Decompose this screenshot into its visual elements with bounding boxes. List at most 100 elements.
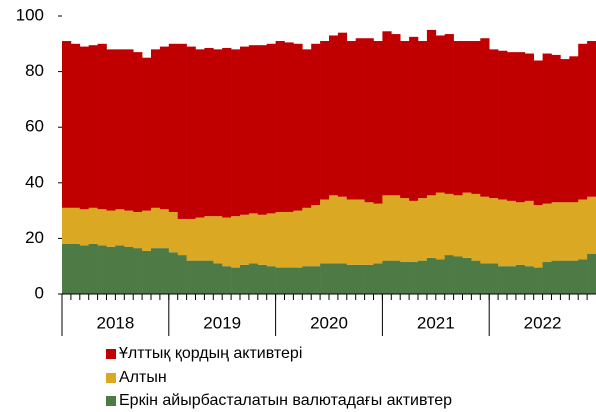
legend-swatch (106, 373, 116, 383)
bar-segment (133, 211, 143, 249)
bar-segment (418, 198, 428, 261)
bar-segment (106, 246, 116, 294)
bar-segment (355, 199, 365, 265)
legend-label: Ұлттық қордың активтері (119, 345, 302, 362)
bar-segment (489, 49, 499, 199)
bar-segment (391, 34, 401, 196)
bar-segment (142, 210, 152, 251)
bar-segment (142, 250, 152, 294)
bar-segment (373, 41, 383, 204)
bar-segment (195, 217, 205, 261)
bar-segment (569, 56, 579, 203)
bar-segment (524, 53, 534, 201)
bar-segment (453, 41, 463, 196)
bar-segment (364, 38, 374, 203)
y-tick-label: 40 (25, 172, 44, 191)
bar-segment (204, 47, 214, 217)
bar-segment (177, 218, 187, 256)
bar-segment (240, 214, 250, 265)
bar-segment (471, 41, 481, 194)
y-tick-label: 20 (25, 228, 44, 247)
legend-label: Алтын (119, 369, 167, 386)
bar-segment (578, 199, 588, 260)
bar-segment (302, 49, 312, 208)
bar-segment (346, 199, 356, 265)
bar-segment (168, 43, 178, 212)
bar-segment (79, 46, 89, 210)
bar-segment (151, 248, 161, 294)
bar-segment (489, 263, 499, 294)
bar-segment (587, 196, 596, 254)
bar-segment (337, 263, 348, 294)
bar-segment (578, 43, 588, 200)
bar-segment (266, 266, 276, 294)
bar-segment (302, 207, 312, 267)
bar-segment (382, 195, 392, 261)
y-tick-label: 0 (35, 283, 44, 302)
bar-segment (444, 255, 454, 294)
bar-segment (498, 266, 508, 294)
bar-segment (186, 218, 196, 261)
bar-segment (62, 41, 72, 208)
bar-segment (364, 202, 374, 265)
bar-segment (124, 246, 134, 294)
bar-segment (186, 46, 196, 219)
bar-segment (462, 192, 472, 258)
bar-segment (257, 214, 267, 265)
bar-segment (542, 203, 552, 263)
bar-segment (560, 59, 570, 203)
bar-segment (213, 216, 223, 264)
bar-segment (266, 43, 276, 214)
x-group-label: 2021 (417, 313, 455, 332)
bar-segment (62, 243, 72, 294)
bar-segment (257, 45, 267, 215)
bar-segment (400, 41, 410, 199)
bar-segment (106, 210, 116, 247)
bar-segment (355, 38, 365, 200)
y-tick-label: 60 (25, 117, 44, 136)
bar-segment (364, 264, 374, 294)
bar-segment (533, 60, 543, 206)
bar-segment (168, 211, 178, 253)
x-group-label: 2018 (96, 313, 134, 332)
bar-segment (159, 209, 170, 249)
bar-segment (355, 264, 365, 294)
bar-segment (373, 203, 383, 264)
bar-segment (151, 49, 161, 208)
bar-segment (70, 207, 81, 244)
bar-segment (204, 216, 214, 261)
bar-segment (204, 260, 214, 294)
bar-segment (222, 47, 232, 218)
bar-segment (382, 260, 392, 294)
bar-segment (444, 34, 454, 194)
bar-segment (133, 52, 143, 212)
bar-segment (311, 205, 321, 267)
bar-segment (471, 193, 481, 261)
bar-segment (320, 199, 330, 264)
bar-segment (515, 264, 526, 294)
bar-segment (293, 210, 303, 268)
bar-segment (400, 198, 410, 263)
bar-segment (231, 216, 241, 268)
bar-segment (248, 263, 259, 294)
bar-segment (159, 248, 170, 294)
bar-segment (79, 209, 89, 246)
bar-segment (346, 41, 356, 200)
legend-swatch (106, 396, 116, 406)
bar-segment (302, 266, 312, 294)
bar-segment (62, 207, 72, 244)
bar-segment (266, 213, 276, 267)
bar-segment (391, 195, 401, 261)
bar-segment (248, 213, 259, 264)
bar-segment (231, 267, 241, 294)
bar-segment (551, 260, 561, 294)
bar-segment (337, 196, 348, 264)
bar-segment (382, 31, 392, 196)
bar-segment (275, 211, 285, 268)
bar-segment (222, 266, 232, 294)
bar-segment (248, 45, 259, 214)
bar-segment (569, 260, 579, 294)
bar-segment (213, 263, 223, 294)
bar-segment (186, 260, 196, 294)
